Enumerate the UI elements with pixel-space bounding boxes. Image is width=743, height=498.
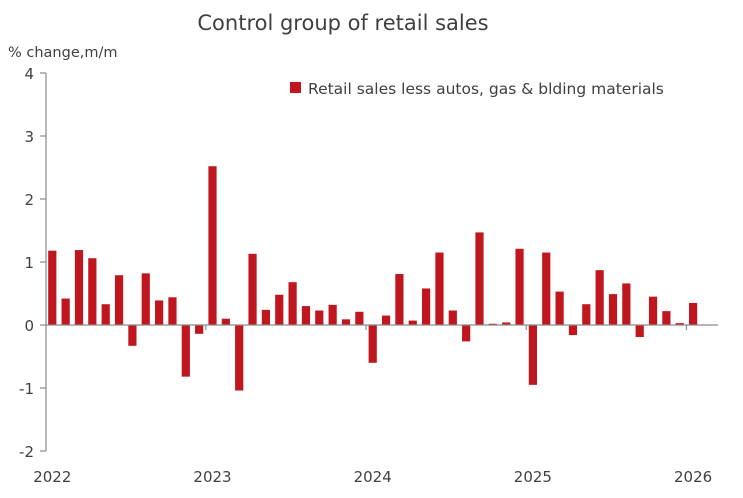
bar-2022-03	[74, 250, 84, 325]
bar-2024-08	[462, 325, 471, 342]
bar-2024-10	[488, 323, 497, 325]
bar-2026-01	[689, 302, 698, 325]
bars	[48, 166, 698, 391]
bar-2023-10	[328, 304, 337, 325]
bar-2023-09	[315, 310, 324, 325]
bar-2023-11	[341, 319, 351, 325]
bar-2025-03	[555, 291, 564, 325]
y-tick-label: 0	[24, 317, 34, 335]
y-tick-label: -2	[19, 443, 34, 461]
bar-2022-06	[114, 275, 124, 325]
x-tick-label: 2024	[354, 468, 392, 486]
y-axis-label: % change,m/m	[8, 45, 118, 61]
bar-2023-05	[261, 309, 270, 325]
bar-2023-01	[208, 166, 217, 325]
bar-2022-10	[168, 297, 177, 325]
y-tick-label: 3	[24, 128, 34, 146]
bar-2023-04	[248, 253, 257, 325]
legend: Retail sales less autos, gas & blding ma…	[290, 80, 664, 98]
bar-2025-04	[568, 325, 578, 336]
bar-2022-12	[195, 325, 204, 334]
bar-2025-07	[608, 294, 618, 325]
bar-2025-09	[635, 325, 644, 337]
x-tick-label: 2022	[33, 468, 71, 486]
bar-2025-01	[528, 325, 537, 385]
bar-2024-12	[515, 248, 524, 325]
bar-2025-05	[582, 304, 591, 325]
bar-2023-06	[275, 294, 284, 325]
bar-2024-03	[395, 273, 404, 325]
bar-2023-02	[221, 318, 230, 325]
x-tick-label: 2026	[674, 468, 712, 486]
x-tick-label: 2023	[193, 468, 231, 486]
bar-2024-06	[435, 252, 444, 325]
bar-2024-09	[475, 232, 484, 325]
bar-2022-07	[128, 325, 137, 346]
bar-2023-12	[355, 311, 364, 325]
bar-2022-09	[155, 300, 164, 325]
legend-label: Retail sales less autos, gas & blding ma…	[308, 80, 664, 98]
bar-2022-08	[141, 273, 150, 325]
bar-2025-02	[542, 252, 551, 325]
legend-swatch	[290, 82, 301, 93]
chart-title: Control group of retail sales	[197, 11, 488, 35]
bar-2024-01	[368, 325, 377, 363]
bar-2023-08	[301, 306, 311, 325]
y-tick-label: -1	[19, 380, 34, 398]
bar-2025-08	[622, 283, 631, 325]
bar-2025-12	[675, 323, 684, 325]
bar-2022-04	[88, 258, 97, 325]
x-tick-label: 2025	[514, 468, 552, 486]
bar-2024-04	[408, 320, 417, 325]
bar-2025-06	[595, 270, 604, 325]
bar-2025-11	[662, 311, 671, 325]
y-tick-label: 2	[24, 191, 34, 209]
bar-2024-05	[422, 288, 431, 325]
x-axis: 2022 2023 2024 2025 2026	[33, 324, 718, 486]
bar-2024-02	[381, 315, 391, 325]
bar-2022-05	[101, 304, 110, 325]
bar-2023-03	[235, 325, 244, 391]
bar-2022-01	[48, 250, 57, 325]
y-tick-label: 4	[24, 65, 34, 83]
y-axis: 4 3 2 1 0 -1 -2	[19, 65, 47, 461]
bar-2024-11	[502, 322, 511, 325]
bar-2022-11	[181, 325, 190, 377]
bar-2022-02	[61, 298, 70, 325]
bar-2025-10	[648, 296, 658, 325]
y-tick-label: 1	[24, 254, 34, 272]
bar-2024-07	[448, 310, 457, 325]
bar-2023-07	[288, 282, 297, 325]
